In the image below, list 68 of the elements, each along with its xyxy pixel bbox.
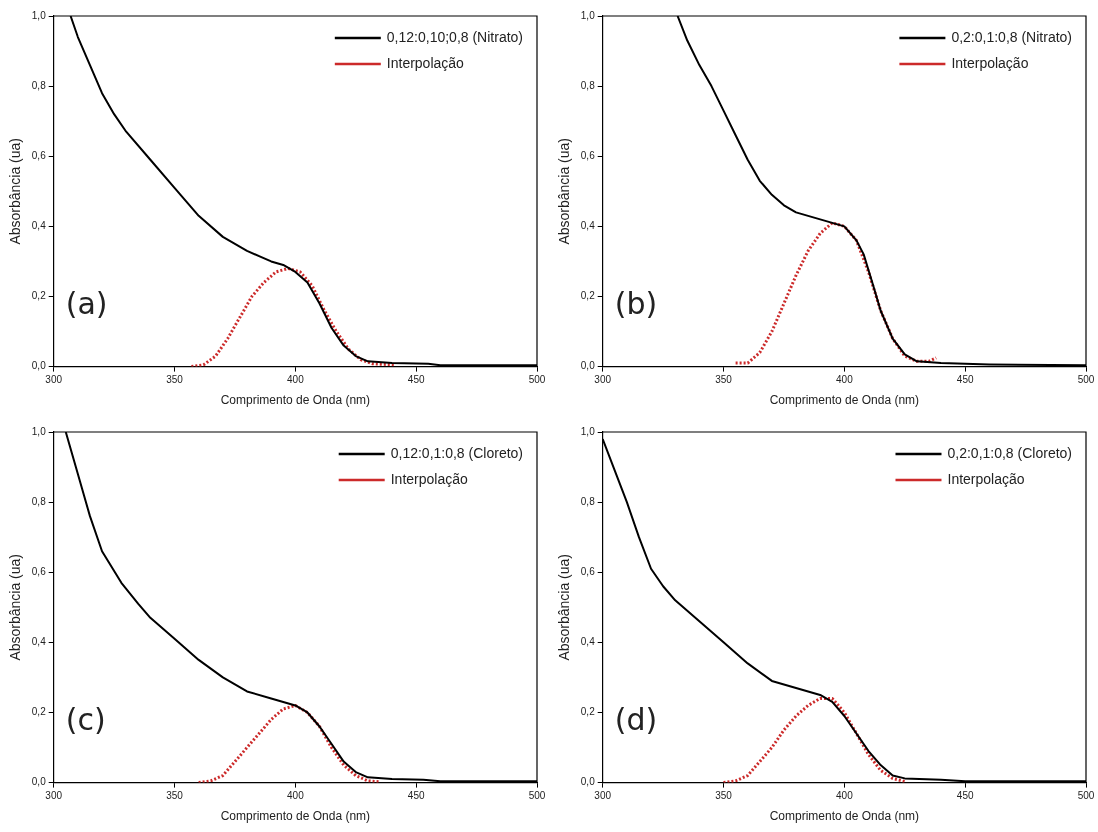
y-tick-label: 0,0 — [31, 360, 47, 372]
line-series — [722, 696, 907, 783]
y-tick-label: 0,6 — [31, 149, 47, 161]
y-axis-title: Absorbância (ua) — [7, 137, 24, 245]
x-tick-label: 300 — [594, 790, 612, 802]
legend-label: Interpolação — [947, 470, 1025, 487]
y-axis-title: Absorbância (ua) — [7, 553, 24, 661]
x-tick-label: 500 — [528, 374, 546, 386]
x-axis-title: Comprimento de Onda (nm) — [769, 809, 920, 824]
y-tick-label: 0,8 — [31, 495, 47, 507]
y-tick-label: 0,4 — [31, 220, 47, 232]
y-tick-label: 0,8 — [580, 79, 596, 91]
x-tick-label: 300 — [45, 374, 63, 386]
line-series — [189, 266, 396, 367]
y-tick-label: 0,2 — [31, 706, 47, 718]
y-tick-label: 0,8 — [580, 495, 596, 507]
y-tick-label: 1,0 — [580, 425, 596, 437]
y-tick-label: 1,0 — [31, 425, 47, 437]
annotation: (c) — [65, 702, 106, 738]
x-tick-label: 400 — [287, 790, 305, 802]
y-tick-label: 0,0 — [580, 776, 596, 788]
legend-label: Interpolação — [386, 54, 465, 71]
y-tick-label: 0,4 — [580, 220, 596, 232]
legend-label: Interpolação — [390, 470, 468, 487]
y-axis-title: Absorbância (ua) — [556, 553, 573, 661]
x-tick-label: 450 — [407, 790, 425, 802]
y-tick-label: 0,4 — [580, 636, 596, 648]
legend-label: 0,2:0,1:0,8 (Nitrato) — [951, 28, 1073, 45]
x-axis-title: Comprimento de Onda (nm) — [769, 393, 920, 408]
legend-label: Interpolação — [951, 54, 1029, 71]
y-tick-label: 1,0 — [31, 9, 47, 21]
y-tick-label: 0,6 — [580, 149, 596, 161]
y-tick-label: 0,0 — [31, 776, 47, 788]
y-tick-label: 0,6 — [31, 565, 47, 577]
x-tick-label: 500 — [528, 790, 546, 802]
x-tick-label: 300 — [45, 790, 63, 802]
y-tick-label: 0,6 — [580, 565, 596, 577]
legend-label: 0,12:0,1:0,8 (Cloreto) — [390, 444, 523, 461]
y-axis-title: Absorbância (ua) — [556, 137, 573, 245]
x-axis-title: Comprimento de Onda (nm) — [220, 809, 371, 824]
y-tick-label: 0,2 — [31, 290, 47, 302]
x-tick-label: 450 — [956, 790, 974, 802]
annotation: (b) — [614, 286, 658, 322]
x-axis-title: Comprimento de Onda (nm) — [220, 393, 371, 408]
annotation: (d) — [614, 702, 658, 738]
y-tick-label: 0,4 — [31, 636, 47, 648]
y-tick-label: 1,0 — [580, 9, 596, 21]
x-tick-label: 400 — [836, 790, 854, 802]
x-tick-label: 350 — [715, 790, 733, 802]
x-tick-label: 400 — [836, 374, 854, 386]
x-tick-label: 300 — [594, 374, 612, 386]
legend-label: 0,12:0,10;0,8 (Nitrato) — [386, 28, 523, 45]
x-tick-label: 500 — [1077, 374, 1095, 386]
y-tick-label: 0,0 — [580, 360, 596, 372]
x-tick-label: 350 — [166, 790, 184, 802]
y-tick-label: 0,8 — [31, 79, 47, 91]
annotation: (a) — [65, 286, 108, 322]
line-series — [734, 221, 938, 365]
line-series — [197, 703, 382, 783]
x-tick-label: 450 — [956, 374, 974, 386]
x-tick-label: 450 — [407, 374, 425, 386]
x-tick-label: 350 — [166, 374, 184, 386]
y-tick-label: 0,2 — [580, 290, 596, 302]
legend-label: 0,2:0,1:0,8 (Cloreto) — [947, 444, 1073, 461]
x-tick-label: 350 — [715, 374, 733, 386]
x-tick-label: 400 — [287, 374, 305, 386]
x-tick-label: 500 — [1077, 790, 1095, 802]
y-tick-label: 0,2 — [580, 706, 596, 718]
